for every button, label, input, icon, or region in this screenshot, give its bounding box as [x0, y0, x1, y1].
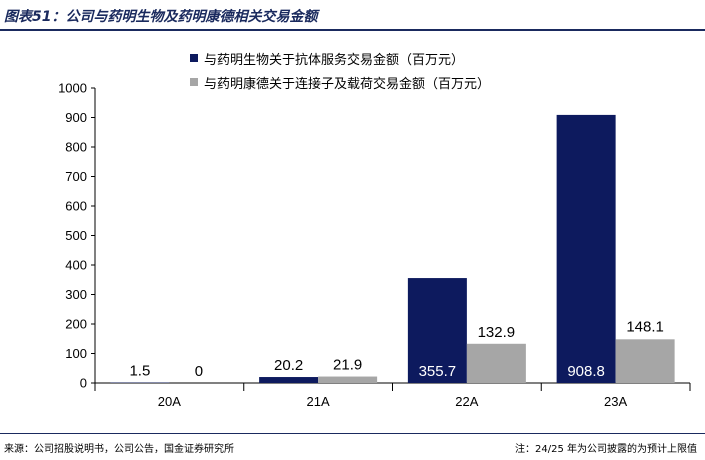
legend-item-series-2: 与药明康德关于连接子及载荷交易金额（百万元） — [190, 70, 490, 94]
y-tick-label: 700 — [65, 169, 87, 184]
y-tick-label: 900 — [65, 110, 87, 125]
legend-label-series-1: 与药明生物关于抗体服务交易金额（百万元） — [204, 52, 465, 68]
data-label-series-1: 908.8 — [567, 363, 605, 380]
chart-title: 图表51：公司与药明生物及药明康德相关交易金额 — [4, 9, 318, 25]
legend-swatch-series-2 — [190, 78, 198, 86]
x-tick-label: 20A — [158, 394, 181, 409]
y-tick-label: 300 — [65, 287, 87, 302]
y-tick-label: 0 — [80, 376, 87, 391]
bar-series-2 — [615, 339, 675, 383]
y-tick-label: 100 — [65, 346, 87, 361]
legend-item-series-1: 与药明生物关于抗体服务交易金额（百万元） — [190, 46, 490, 70]
bar-series-2 — [318, 376, 378, 383]
title-underline — [0, 29, 705, 31]
bar-series-1 — [556, 114, 616, 384]
x-tick-label: 23A — [604, 394, 627, 409]
footnote: 注：24/25 年为公司披露的为预计上限值 — [515, 444, 697, 455]
data-label-series-2: 0 — [195, 363, 203, 380]
data-label-series-1: 1.5 — [129, 363, 150, 380]
y-tick-label: 1000 — [58, 81, 87, 96]
data-label-series-2: 21.9 — [333, 357, 362, 374]
legend-label-series-2: 与药明康德关于连接子及载荷交易金额（百万元） — [204, 76, 491, 92]
bar-series-1 — [259, 377, 319, 383]
footer-rule — [0, 433, 705, 434]
bar-series-1 — [407, 278, 467, 383]
data-label-series-1: 355.7 — [419, 363, 457, 380]
y-tick-label: 800 — [65, 140, 87, 155]
y-tick-label: 500 — [65, 228, 87, 243]
data-label-series-2: 132.9 — [478, 324, 516, 341]
x-tick-label: 22A — [455, 394, 478, 409]
y-tick-label: 600 — [65, 199, 87, 214]
y-tick-label: 200 — [65, 317, 87, 332]
legend: 与药明生物关于抗体服务交易金额（百万元） 与药明康德关于连接子及载荷交易金额（百… — [190, 46, 490, 94]
title-bar: 图表51：公司与药明生物及药明康德相关交易金额 — [0, 0, 705, 31]
data-label-series-1: 20.2 — [274, 357, 303, 374]
legend-swatch-series-1 — [190, 54, 198, 62]
source-note: 来源：公司招股说明书，公司公告，国金证券研究所 — [4, 444, 234, 455]
data-label-series-2: 148.1 — [626, 318, 664, 335]
bar-series-2 — [466, 343, 526, 383]
x-tick-label: 21A — [307, 394, 330, 409]
y-tick-label: 400 — [65, 258, 87, 273]
